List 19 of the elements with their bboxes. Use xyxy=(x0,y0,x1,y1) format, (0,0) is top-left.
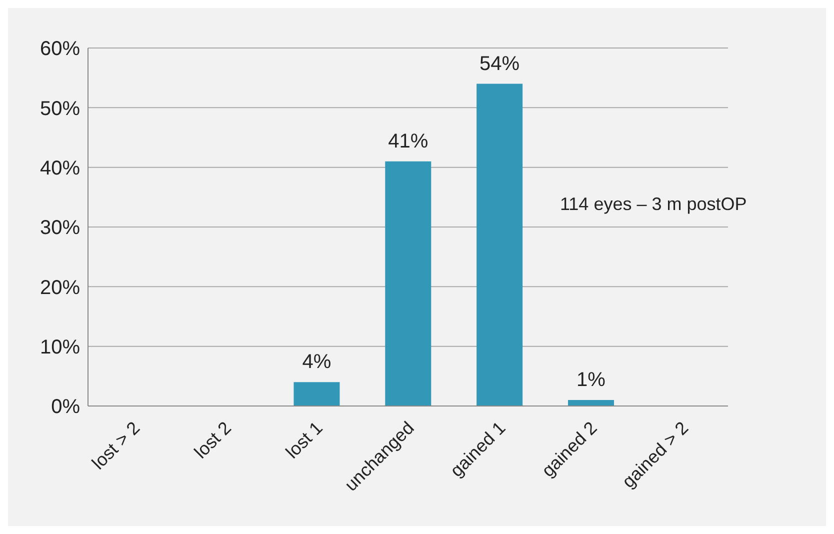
y-tick-label: 0% xyxy=(51,396,80,418)
y-tick-label: 10% xyxy=(40,336,80,358)
annotation: 114 eyes – 3 m postOP xyxy=(560,194,747,215)
x-tick-label: lost 2 xyxy=(190,418,236,462)
bar xyxy=(385,161,432,406)
x-tick-label: lost > 2 xyxy=(88,418,144,474)
data-label: 41% xyxy=(388,130,428,152)
data-label: 54% xyxy=(480,52,520,75)
y-tick-label: 60% xyxy=(40,38,80,60)
bar xyxy=(568,400,614,406)
y-tick-label: 20% xyxy=(40,276,80,299)
y-tick-label: 30% xyxy=(40,217,80,240)
x-tick-label: lost 1 xyxy=(282,418,326,462)
y-tick-label: 50% xyxy=(40,98,80,120)
data-label: 1% xyxy=(576,369,606,392)
bar xyxy=(294,382,340,406)
bar xyxy=(476,84,523,406)
data-label: 4% xyxy=(302,351,332,374)
y-tick-label: 40% xyxy=(40,157,80,180)
